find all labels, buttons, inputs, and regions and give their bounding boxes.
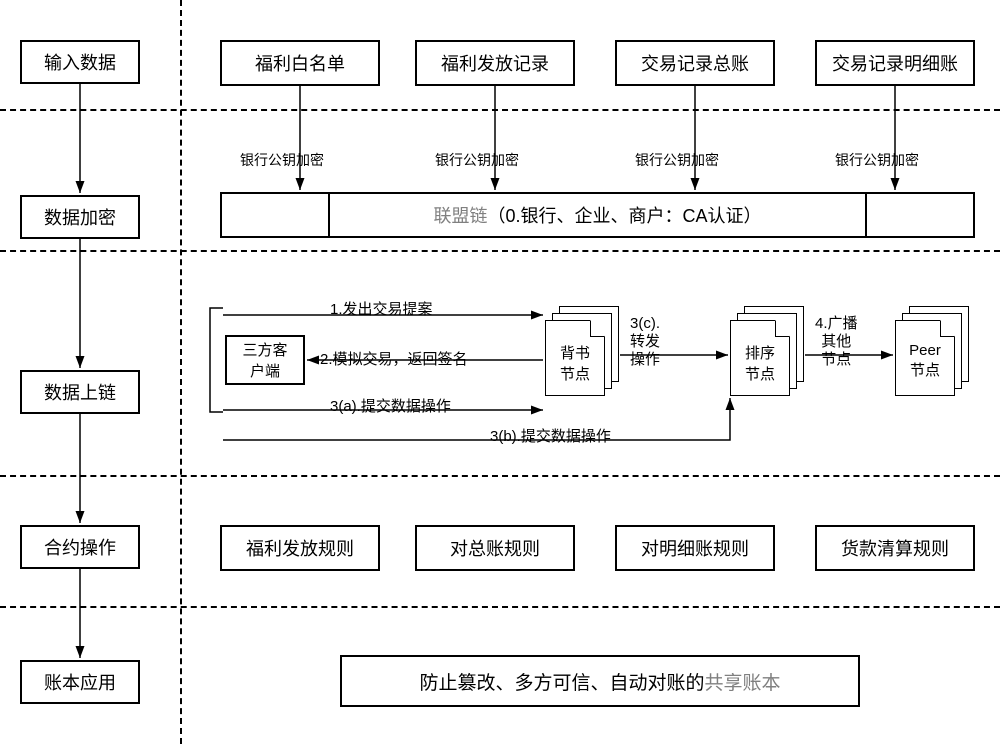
shared-ledger-highlight: 共享账本 [705,673,781,694]
shared-ledger-box: 防止篡改、多方可信、自动对账的共享账本 [340,655,860,707]
enc-label-1: 银行公钥加密 [240,150,324,170]
edge-l3b: 3(b).提交数据操作 [490,425,611,446]
step-ledger: 账本应用 [20,660,140,704]
edge-l4: 4.广播 其他 节点 [815,315,858,369]
enc-label-2: 银行公钥加密 [435,150,519,170]
rule-ledger: 对总账规则 [415,525,575,571]
chain-text-1: 联盟链 [433,206,487,226]
input-welfare-record: 福利发放记录 [415,40,575,86]
vertical-separator [180,0,182,744]
enc-label-3: 银行公钥加密 [635,150,719,170]
h-separator-1 [0,109,1000,111]
step-encrypt-label: 数据加密 [44,204,116,230]
h-separator-2 [0,250,1000,252]
edge-l3c: 3(c). 转发 操作 [630,315,660,369]
arrow-overlay [0,0,1000,744]
enc-label-4: 银行公钥加密 [835,150,919,170]
step-input: 输入数据 [20,40,140,84]
rule-welfare: 福利发放规则 [220,525,380,571]
edge-l1: 1.发出交易提案 [330,298,433,319]
consortium-chain-bar: 联盟链（0.银行、企业、商户：CA认证） [220,192,975,238]
step-upchain: 数据上链 [20,370,140,414]
step-encrypt: 数据加密 [20,195,140,239]
step-input-label: 输入数据 [44,49,116,75]
input-tx-detail: 交易记录明细账 [815,40,975,86]
shared-ledger-text: 防止篡改、多方可信、自动对账的 [419,673,704,694]
edge-l2: 2.模拟交易，返回签名 [320,348,468,369]
client-box: 三方客 户端 [225,335,305,385]
edge-l3a: 3(a).提交数据操作 [330,395,451,416]
input-tx-ledger: 交易记录总账 [615,40,775,86]
step-ledger-label: 账本应用 [44,669,116,695]
chain-text-2: （0.银行、企业、商户：CA认证） [487,202,761,228]
rule-settle: 货款清算规则 [815,525,975,571]
step-contract: 合约操作 [20,525,140,569]
step-contract-label: 合约操作 [44,534,116,560]
input-welfare-whitelist: 福利白名单 [220,40,380,86]
step-upchain-label: 数据上链 [44,379,116,405]
h-separator-4 [0,606,1000,608]
h-separator-3 [0,475,1000,477]
rule-detail: 对明细账规则 [615,525,775,571]
